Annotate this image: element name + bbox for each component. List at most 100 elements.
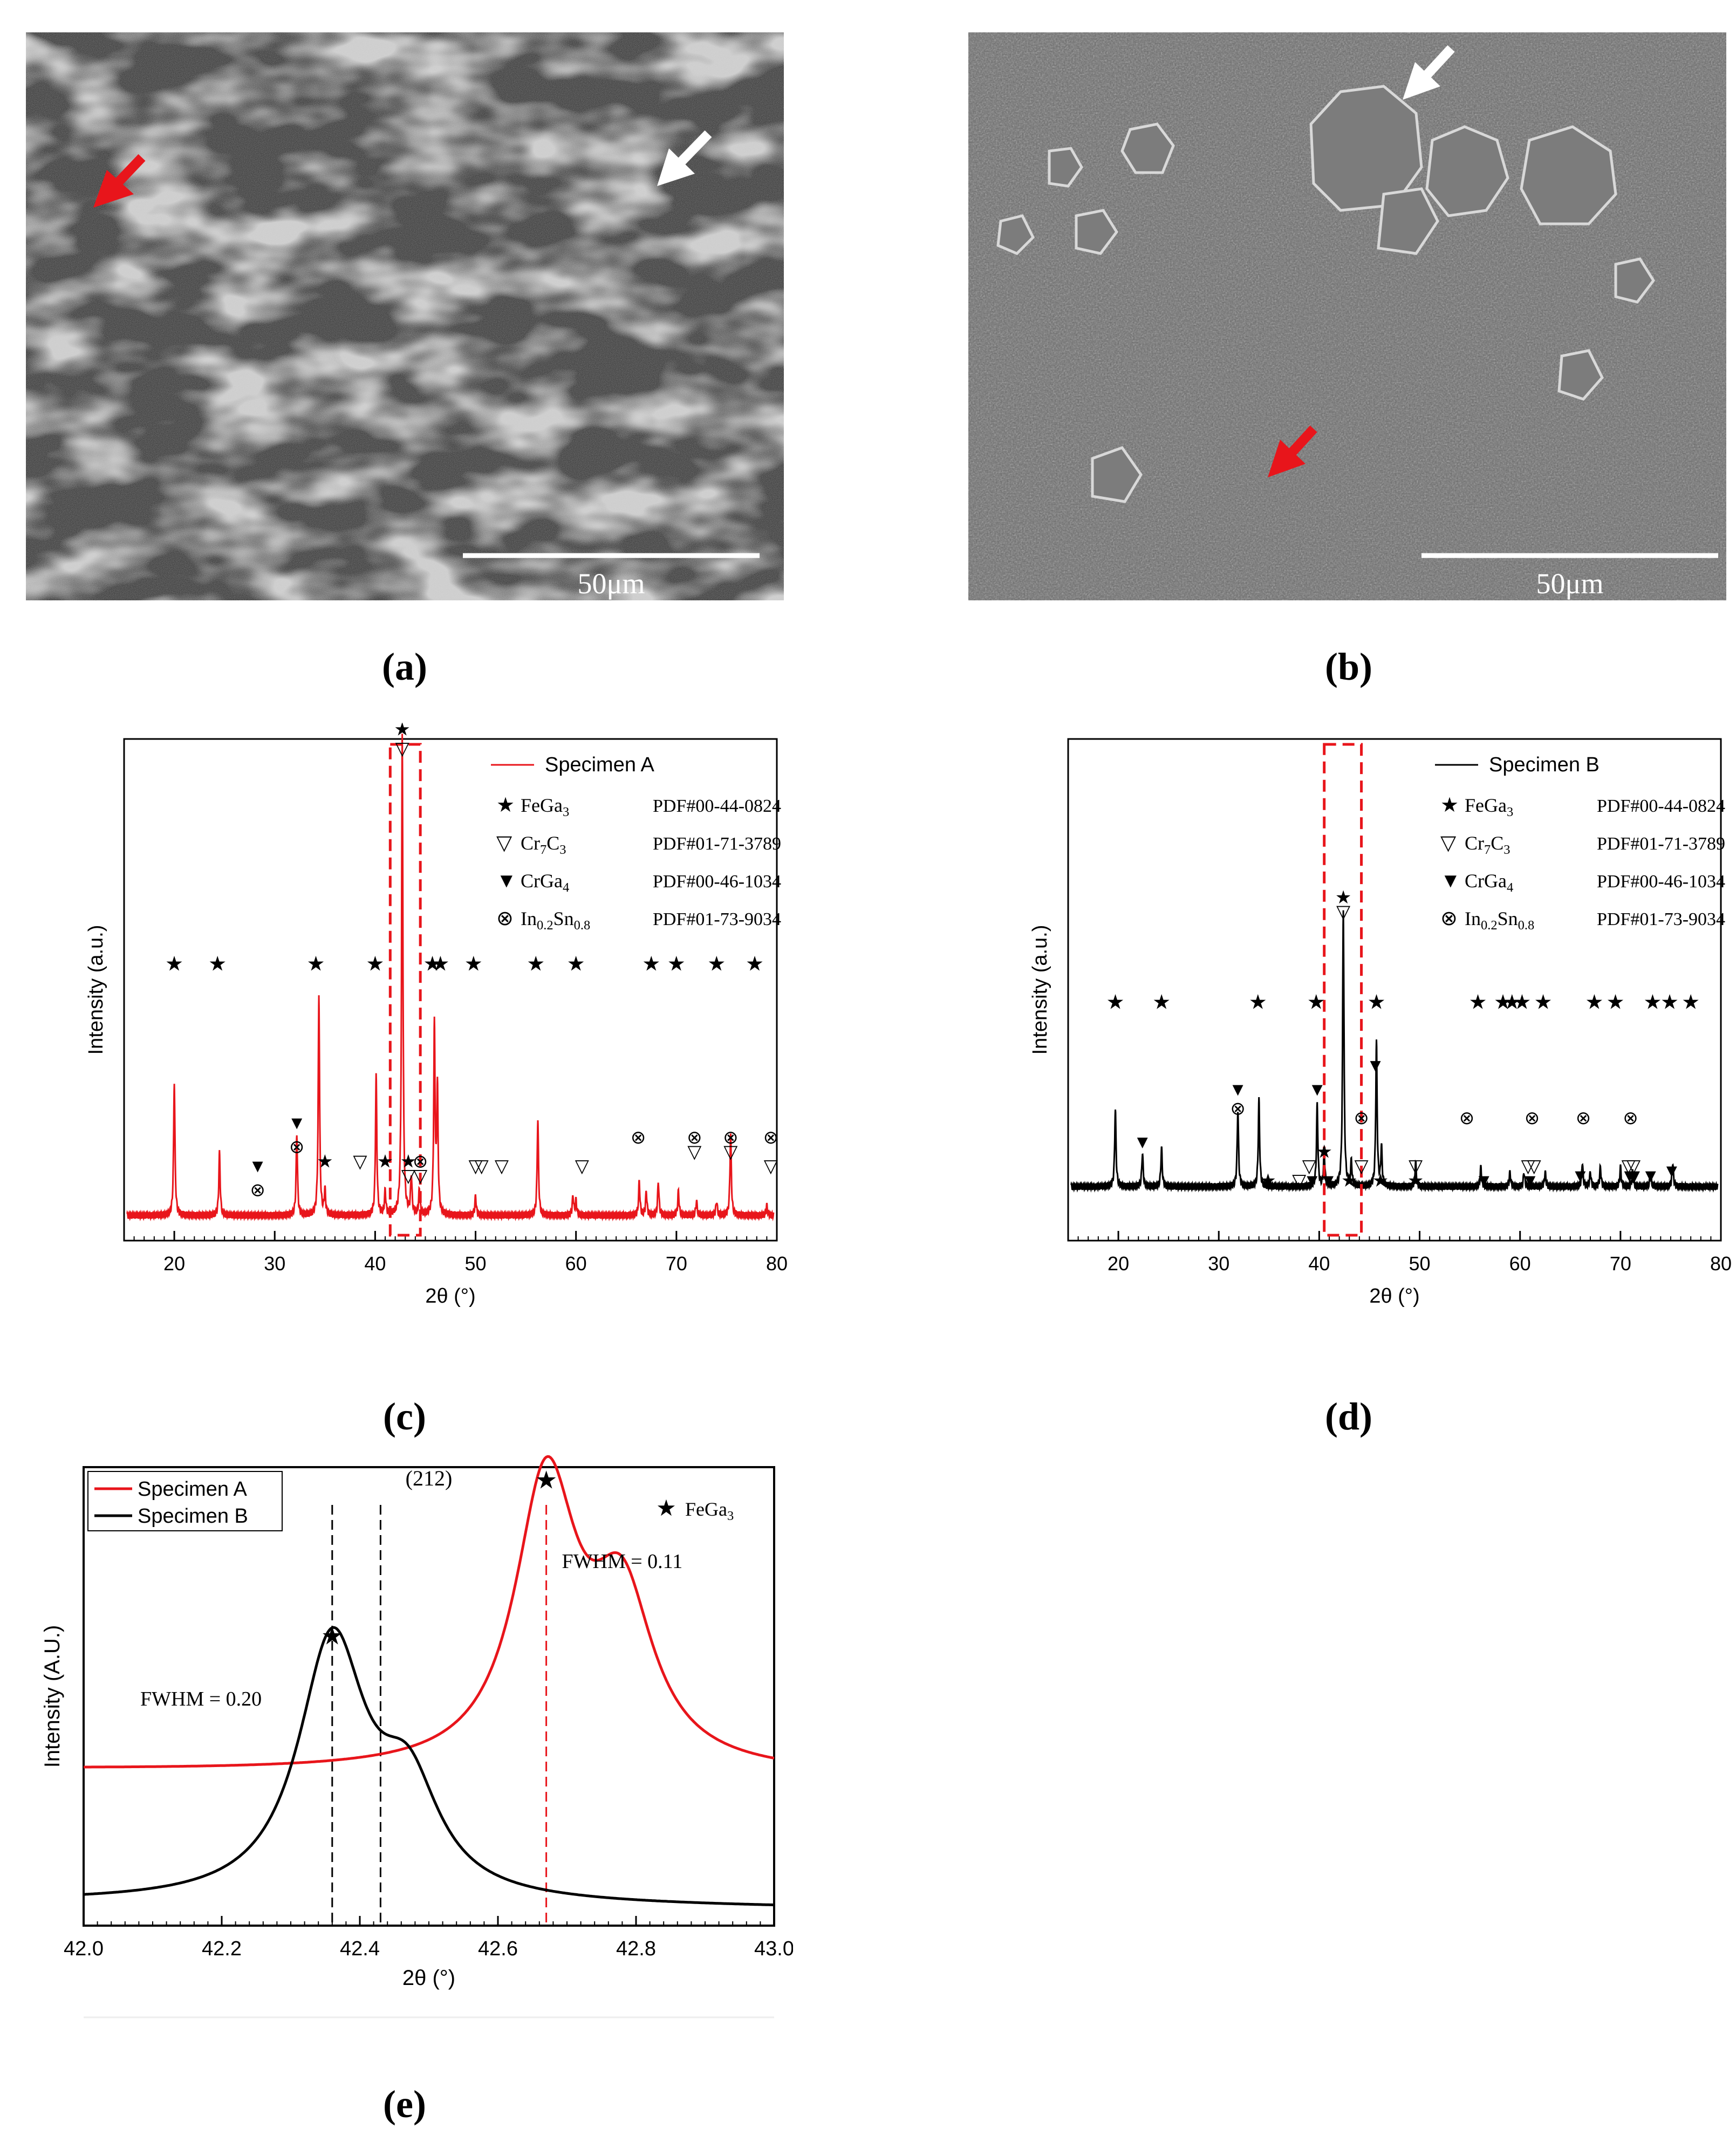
x-tick-label: 20 bbox=[163, 1252, 185, 1275]
fega3-marker: ★ bbox=[567, 953, 585, 975]
cr7c3-marker: ▽ bbox=[1354, 1156, 1369, 1176]
fega3-marker: ★ bbox=[1585, 991, 1603, 1014]
sem-image-a-svg: 50μm bbox=[26, 32, 784, 600]
fega3-marker: ★ bbox=[1503, 991, 1521, 1014]
crga4-marker: ▼ bbox=[1303, 1170, 1322, 1191]
legend-symbol: ▼ bbox=[496, 870, 517, 892]
legend-symbol: ★ bbox=[496, 794, 515, 817]
crga4-marker: ▼ bbox=[1366, 1055, 1385, 1076]
miller-index-label: (212) bbox=[406, 1466, 453, 1490]
x-axis-label: 2θ (°) bbox=[402, 1966, 455, 1990]
insn-marker: ⊗ bbox=[1576, 1108, 1591, 1128]
fega3-marker: ★ bbox=[527, 953, 545, 975]
cr7c3-marker: ▽ bbox=[687, 1142, 702, 1162]
sem-image-a: 50μm bbox=[26, 32, 784, 600]
fega3-marker: ★ bbox=[208, 953, 227, 975]
cr7c3-marker: ▽ bbox=[353, 1151, 367, 1172]
fega3-marker: ★ bbox=[1367, 991, 1385, 1014]
crga4-marker: ▼ bbox=[1571, 1166, 1590, 1186]
xrd-chart-d: 20 30 40 50 60 70 80 2θ (°) Intensity (a.u.) ★ ★ ★ ★… bbox=[987, 723, 1732, 1332]
insn-marker: ⊗ bbox=[763, 1127, 779, 1148]
fega3-marker: ★ bbox=[535, 1466, 557, 1494]
fega3-marker: ★ bbox=[1494, 991, 1512, 1014]
legend-phase: In0.2Sn0.8 bbox=[521, 908, 590, 933]
y-axis-label: Intensity (a.u.) bbox=[85, 925, 107, 1055]
legend-pdf: PDF#01-73-9034 bbox=[653, 909, 781, 929]
legend-box bbox=[87, 1471, 283, 1531]
plot-frame bbox=[123, 738, 778, 1242]
legend-series-label: Specimen A bbox=[545, 754, 654, 776]
fega3-marker: ★ bbox=[1606, 991, 1624, 1014]
cr7c3-marker: ▽ bbox=[401, 1166, 416, 1186]
legend-phase: Cr7C3 bbox=[521, 832, 566, 857]
fega3-marker: ★ bbox=[377, 1151, 393, 1172]
sem-image-b-svg: 50μm bbox=[968, 32, 1726, 600]
fega3-marker: ★ bbox=[1534, 991, 1552, 1014]
legend-symbol: ⊗ bbox=[496, 907, 514, 930]
legend-pdf: PDF#00-44-0824 bbox=[1597, 796, 1725, 816]
fega3-marker: ★ bbox=[1643, 991, 1662, 1014]
fega3-legend-star: ★ bbox=[656, 1495, 676, 1521]
cr7c3-marker: ▽ bbox=[413, 1166, 428, 1186]
insn-marker: ⊗ bbox=[1230, 1098, 1246, 1119]
fega3-marker: ★ bbox=[1682, 991, 1700, 1014]
legend-phase: In0.2Sn0.8 bbox=[1465, 908, 1534, 933]
x-tick-label: 40 bbox=[1308, 1252, 1330, 1275]
plot-frame bbox=[1067, 738, 1722, 1242]
series-line-specimen-a bbox=[84, 1455, 775, 1769]
x-tick-label: 70 bbox=[1610, 1252, 1631, 1275]
legend-pdf: PDF#01-71-3789 bbox=[1597, 834, 1725, 854]
fega3-marker: ★ bbox=[1152, 991, 1171, 1014]
fega3-marker: ★ bbox=[165, 953, 183, 975]
insn-marker: ⊗ bbox=[1525, 1108, 1540, 1128]
legend-symbol: ▽ bbox=[1440, 832, 1457, 854]
x-tick-label: 60 bbox=[565, 1252, 587, 1275]
fega3-marker: ★ bbox=[1372, 1170, 1389, 1191]
legend-symbol: ★ bbox=[1440, 794, 1459, 817]
x-tick-label: 60 bbox=[1509, 1252, 1531, 1275]
fega3-marker: ★ bbox=[1106, 991, 1124, 1014]
fega3-marker: ★ bbox=[464, 953, 483, 975]
crga4-marker: ▼ bbox=[1521, 1170, 1539, 1191]
x-tick-label: 40 bbox=[364, 1252, 386, 1275]
x-tick-label: 70 bbox=[666, 1252, 687, 1275]
fega3-marker: ★ bbox=[423, 953, 441, 975]
x-tick-label: 20 bbox=[1108, 1252, 1129, 1275]
fega3-marker: ★ bbox=[746, 953, 764, 975]
x-tick-label: 43.0 bbox=[754, 1938, 793, 1960]
fega3-marker: ★ bbox=[1341, 1170, 1357, 1191]
fega3-marker: ★ bbox=[667, 953, 686, 975]
legend-phase: FeGa3 bbox=[521, 795, 569, 819]
insn-marker: ⊗ bbox=[723, 1127, 739, 1148]
sem-image-b: 50μm bbox=[968, 32, 1726, 600]
legend-phase: CrGa4 bbox=[521, 870, 569, 895]
insn-marker: ⊗ bbox=[1459, 1108, 1475, 1128]
caption-b: (b) bbox=[1325, 645, 1372, 688]
series-line-specimen-b bbox=[1070, 910, 1719, 1193]
fega3-marker: ★ bbox=[707, 953, 726, 975]
cr7c3-marker: ▽ bbox=[1626, 1156, 1641, 1176]
x-tick-label: 30 bbox=[264, 1252, 285, 1275]
fega3-marker: ★ bbox=[1513, 991, 1531, 1014]
cr7c3-marker: ▽ bbox=[475, 1156, 489, 1176]
cr7c3-marker: ▽ bbox=[723, 1142, 738, 1162]
cr7c3-marker: ▽ bbox=[1521, 1156, 1536, 1176]
scale-bar-label-a: 50μm bbox=[578, 567, 645, 600]
peak-chart-e: 42.0 42.2 42.4 42.6 42.8 43.0 2θ (°) Intensity … bbox=[16, 1451, 794, 2034]
legend-series-label: Specimen A bbox=[138, 1478, 247, 1501]
fega3-marker: ★ bbox=[642, 953, 660, 975]
white-arrow-b bbox=[1403, 45, 1455, 100]
fega3-marker: ★ bbox=[317, 1151, 333, 1172]
fega3-marker: ★ bbox=[321, 1622, 343, 1650]
legend-pdf: PDF#00-46-1034 bbox=[653, 872, 781, 892]
x-tick-label: 30 bbox=[1208, 1252, 1229, 1275]
cr7c3-marker: ▽ bbox=[468, 1156, 483, 1176]
series-line-specimen-b bbox=[83, 1626, 775, 1907]
red-arrow-a bbox=[93, 154, 146, 208]
crga4-marker: ▼ bbox=[1229, 1079, 1247, 1100]
fega3-marker: ★ bbox=[1335, 887, 1351, 908]
fega3-marker: ★ bbox=[307, 953, 325, 975]
x-axis-label: 2θ (°) bbox=[425, 1285, 475, 1307]
x-tick-label: 42.0 bbox=[64, 1938, 104, 1960]
